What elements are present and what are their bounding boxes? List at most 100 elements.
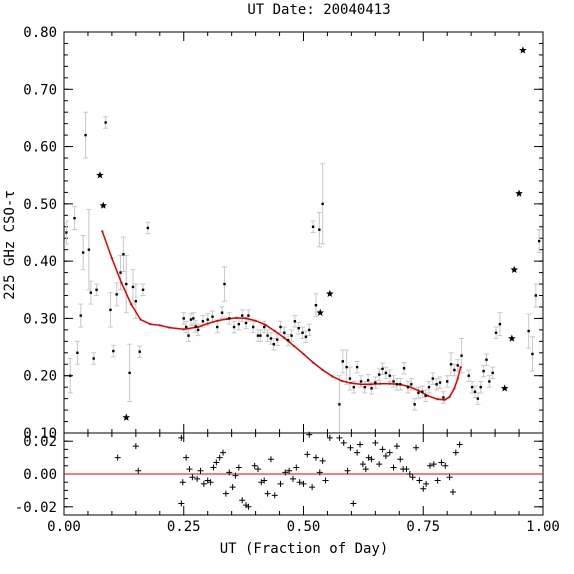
residual-point — [178, 500, 185, 507]
data-point — [494, 331, 498, 334]
fit-point — [453, 387, 456, 390]
residual-point — [340, 439, 347, 446]
data-point — [192, 317, 195, 320]
x-axis-label: UT (Fraction of Day) — [220, 541, 389, 557]
residual-point — [264, 490, 271, 497]
fit-point — [302, 352, 305, 356]
data-point — [352, 385, 355, 389]
star-point — [510, 265, 519, 273]
residual-point — [438, 459, 445, 466]
fit-point — [182, 328, 185, 331]
star-point — [519, 46, 527, 54]
data-point — [308, 328, 311, 332]
data-point — [272, 343, 276, 346]
x-ticks: 0.00 0.25 0.50 0.75 1.00 — [47, 433, 560, 535]
data-point — [92, 357, 95, 360]
data-point — [318, 228, 321, 231]
data-point — [237, 322, 241, 326]
data-point — [498, 322, 502, 326]
data-point — [122, 253, 125, 256]
data-point — [527, 329, 530, 333]
fit-point — [321, 368, 324, 372]
data-point — [301, 331, 304, 334]
fit-point — [292, 344, 296, 348]
fit-point — [443, 398, 446, 401]
residual-point — [289, 475, 296, 482]
fit-point — [359, 383, 363, 386]
residual-point — [306, 431, 313, 438]
data-point — [421, 390, 424, 393]
data-point — [223, 282, 226, 286]
data-point — [314, 304, 318, 307]
data-point — [392, 380, 395, 383]
data-points — [65, 121, 541, 406]
data-point — [479, 385, 482, 389]
residual-point — [304, 451, 311, 458]
residual-point — [390, 464, 397, 471]
residual-point — [362, 466, 369, 473]
data-point — [211, 315, 214, 318]
fit-point — [254, 319, 257, 322]
data-point — [79, 314, 82, 317]
data-point — [374, 381, 377, 384]
fit-point — [216, 319, 219, 322]
star-point — [508, 334, 516, 342]
fit-point — [120, 281, 123, 285]
residual-point — [216, 454, 223, 461]
residual-point — [397, 456, 404, 463]
residual-point — [319, 457, 326, 464]
x-tick-label: 0.50 — [287, 519, 321, 535]
data-point — [406, 385, 410, 389]
data-point — [95, 288, 98, 291]
data-point — [76, 351, 79, 354]
data-point — [388, 374, 391, 377]
data-point — [269, 337, 273, 340]
y-axis-label: 225 GHz CSO-τ — [2, 190, 18, 300]
residual-point — [336, 434, 343, 441]
data-point — [252, 325, 255, 329]
data-point — [297, 326, 300, 330]
data-point — [476, 397, 480, 400]
data-point — [399, 383, 402, 386]
residual-point — [403, 466, 410, 473]
residual-point — [183, 454, 190, 461]
data-point — [283, 331, 286, 334]
residual-point — [382, 452, 389, 459]
residual-point — [368, 456, 375, 463]
fit-point — [283, 336, 286, 340]
fit-point — [436, 398, 439, 401]
y-tick-label: 0.10 — [23, 426, 57, 442]
data-point — [201, 320, 205, 323]
data-point — [182, 317, 185, 320]
data-point — [446, 380, 449, 383]
data-point — [138, 350, 141, 353]
data-point — [424, 394, 427, 397]
fit-point — [388, 382, 391, 385]
data-point — [473, 390, 477, 393]
data-point — [141, 288, 145, 291]
residual-point — [226, 469, 233, 476]
star-point — [500, 384, 509, 392]
residual-point — [186, 466, 193, 473]
residual-point — [197, 467, 204, 474]
x-tick-label: 0.00 — [47, 519, 81, 535]
fit-point — [350, 382, 353, 385]
data-point — [531, 352, 534, 356]
data-point — [341, 360, 344, 363]
fit-point — [158, 324, 161, 327]
y-tick-label: 0.30 — [23, 311, 57, 327]
x-tick-label: 0.75 — [406, 519, 440, 535]
data-point — [81, 251, 85, 254]
residual-point — [132, 443, 139, 450]
data-point — [196, 328, 200, 332]
main-panel: 0.10 0.20 0.30 0.40 0.50 0.60 0.70 0.80 — [23, 25, 544, 442]
fit-point — [456, 377, 459, 380]
res-y-tick-label: 0.02 — [23, 434, 57, 450]
residual-point — [251, 462, 258, 469]
residual-point — [200, 480, 207, 487]
chart-title: UT Date: 20040413 — [247, 2, 390, 18]
residual-point — [213, 459, 220, 466]
y-tick-label: 0.40 — [23, 254, 57, 270]
residual-point — [406, 471, 413, 477]
star-point — [96, 171, 104, 179]
